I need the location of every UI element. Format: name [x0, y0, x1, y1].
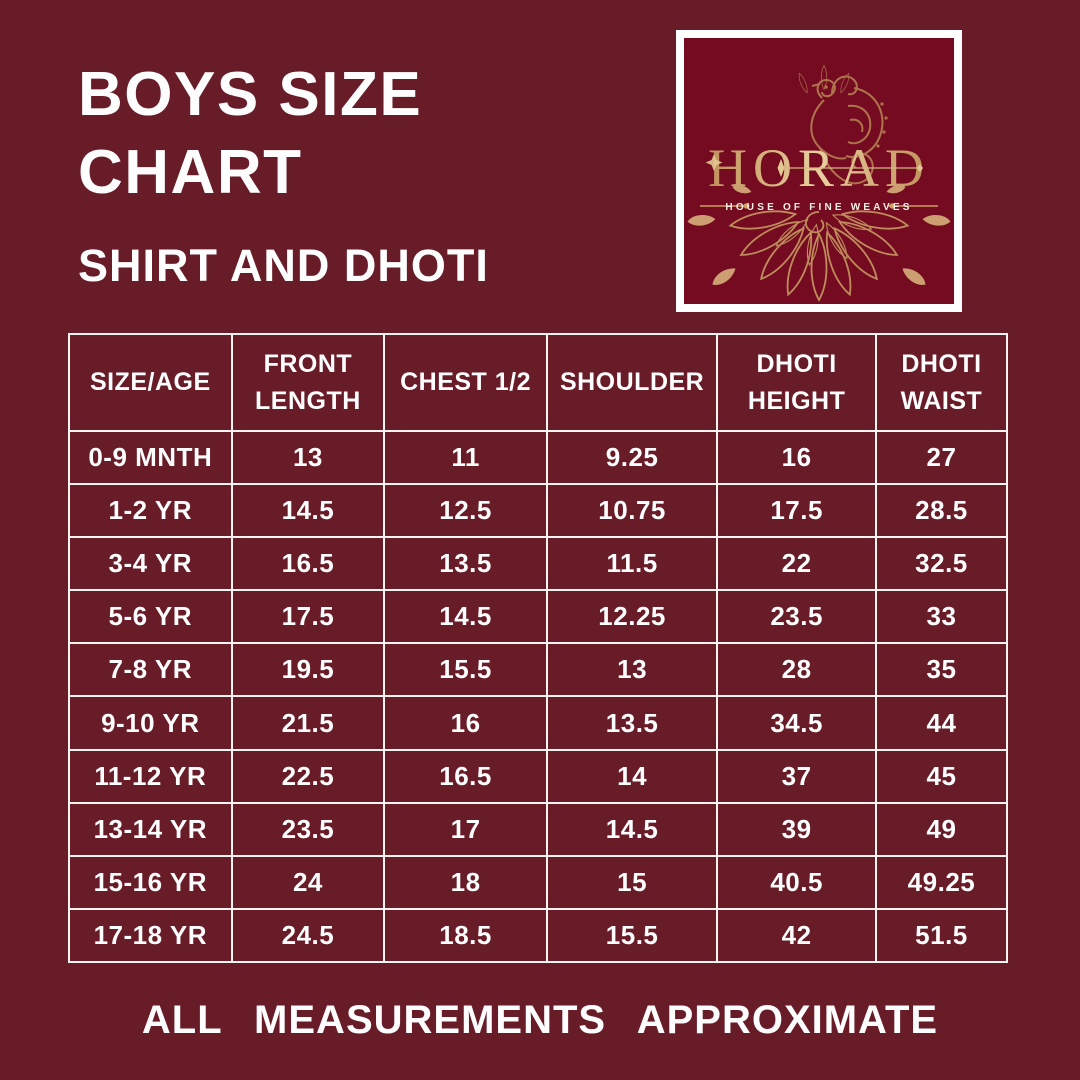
- table-cell: 23.5: [718, 591, 875, 643]
- table-cell: 16.5: [385, 750, 546, 802]
- table-cell: 28.5: [876, 485, 1006, 537]
- table-cell: 18: [385, 856, 546, 908]
- table-cell: 14.5: [547, 803, 717, 855]
- row-label: 11-12 YR: [70, 750, 231, 802]
- table-cell: 18.5: [385, 909, 546, 961]
- table-cell: 49: [876, 803, 1006, 855]
- table-cell: 10.75: [547, 485, 717, 537]
- table-cell: 23.5: [232, 803, 384, 855]
- table-cell: 16: [718, 432, 875, 484]
- column-header: FRONT LENGTH: [232, 335, 384, 430]
- table-cell: 13.5: [547, 697, 717, 749]
- brand-wordmark: HORAD: [705, 138, 924, 198]
- table-cell: 16.5: [232, 538, 384, 590]
- brand-logo: HORAD HOUSE OF FINE WEAVES: [676, 30, 962, 312]
- column-header: SIZE/AGE: [70, 335, 231, 430]
- table-cell: 33: [876, 591, 1006, 643]
- table-cell: 17: [385, 803, 546, 855]
- table-cell: 17.5: [718, 485, 875, 537]
- table-cell: 49.25: [876, 856, 1006, 908]
- size-table: SIZE/AGE FRONT LENGTH CHEST 1/2 SHOULDER DHO…: [68, 333, 1008, 963]
- table-cell: 28: [718, 644, 875, 696]
- row-label: 9-10 YR: [70, 697, 231, 749]
- sparkle-icon: [705, 154, 723, 171]
- diamond-accent-icon: [777, 159, 785, 177]
- column-header: SHOULDER: [547, 335, 717, 430]
- row-label: 0-9 MNTH: [70, 432, 231, 484]
- table-cell: 9.25: [547, 432, 717, 484]
- table-cell: 51.5: [876, 909, 1006, 961]
- table-cell: 14.5: [385, 591, 546, 643]
- table-cell: 42: [718, 909, 875, 961]
- table-cell: 15.5: [547, 909, 717, 961]
- brand-tagline-text: HOUSE OF FINE WEAVES: [725, 202, 912, 213]
- brand-logo-art: HORAD HOUSE OF FINE WEAVES: [687, 65, 951, 304]
- table-cell: 12.25: [547, 591, 717, 643]
- table-cell: 32.5: [876, 538, 1006, 590]
- footer-note: ALL MEASUREMENTS APPROXIMATE: [141, 998, 939, 1042]
- page-title-line1: BOYS SIZE: [78, 60, 423, 129]
- page-title-line2: CHART: [78, 138, 303, 208]
- table-cell: 15: [547, 856, 717, 908]
- table-cell: 40.5: [718, 856, 875, 908]
- table-cell: 17.5: [232, 591, 384, 643]
- table-cell: 11: [385, 432, 546, 484]
- row-label: 5-6 YR: [70, 591, 231, 643]
- table-cell: 15.5: [385, 644, 546, 696]
- table-cell: 13: [232, 432, 384, 484]
- table-cell: 22.5: [232, 750, 384, 802]
- page-title: BOYS SIZE CHART: [78, 56, 422, 212]
- table-cell: 13: [547, 644, 717, 696]
- table-cell: 45: [876, 750, 1006, 802]
- column-header: DHOTI WAIST: [876, 335, 1006, 430]
- row-label: 17-18 YR: [70, 909, 231, 961]
- table-cell: 19.5: [232, 644, 384, 696]
- table-cell: 24.5: [232, 909, 384, 961]
- table-cell: 44: [876, 697, 1006, 749]
- table-cell: 27: [876, 432, 1006, 484]
- table-cell: 11.5: [547, 538, 717, 590]
- table-cell: 37: [718, 750, 875, 802]
- table-cell: 34.5: [718, 697, 875, 749]
- table-cell: 39: [718, 803, 875, 855]
- table-cell: 35: [876, 644, 1006, 696]
- row-label: 7-8 YR: [70, 644, 231, 696]
- table-cell: 21.5: [232, 697, 384, 749]
- column-header: DHOTI HEIGHT: [718, 335, 875, 430]
- table-cell: 14: [547, 750, 717, 802]
- table-cell: 22: [718, 538, 875, 590]
- table-cell: 14.5: [232, 485, 384, 537]
- row-label: 3-4 YR: [70, 538, 231, 590]
- brand-tagline-row: HOUSE OF FINE WEAVES: [700, 202, 938, 213]
- row-label: 15-16 YR: [70, 856, 231, 908]
- row-label: 1-2 YR: [70, 485, 231, 537]
- row-label: 13-14 YR: [70, 803, 231, 855]
- page-subtitle: SHIRT AND DHOTI: [78, 240, 489, 291]
- column-header: CHEST 1/2: [385, 335, 546, 430]
- mandala-icon: [687, 183, 951, 304]
- table-cell: 16: [385, 697, 546, 749]
- table-cell: 13.5: [385, 538, 546, 590]
- peacock-icon: [796, 65, 888, 185]
- table-cell: 24: [232, 856, 384, 908]
- table-cell: 12.5: [385, 485, 546, 537]
